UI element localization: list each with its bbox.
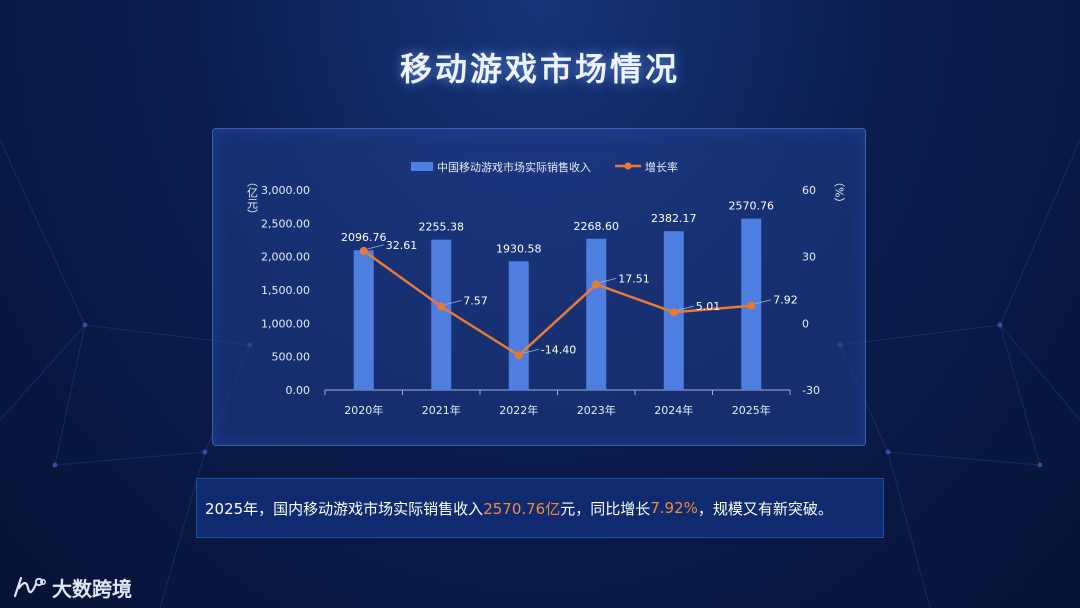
brand-logo: 大数跨境 <box>12 572 132 602</box>
y-left-tick-label: 2,000.00 <box>261 251 310 264</box>
bar-value-label: 2268.60 <box>574 220 620 233</box>
legend: 中国移动游戏市场实际销售收入 增长率 <box>411 160 678 174</box>
growth-rate-point <box>592 280 601 289</box>
y-left-tick-label: 1,000.00 <box>261 317 310 330</box>
y-left-tick-label: 2,500.00 <box>261 217 310 230</box>
summary-revenue-highlight: 2570.76亿 <box>483 499 561 518</box>
point-label-leader <box>677 305 694 311</box>
growth-rate-point <box>437 302 446 311</box>
summary-text: 2025年，国内移动游戏市场实际销售收入 2570.76亿 元，同比增长 7.92%，… <box>196 478 884 538</box>
legend-line-label: 增长率 <box>645 160 678 174</box>
bar-value-label: 2255.38 <box>419 221 465 234</box>
point-label-leader <box>367 244 384 250</box>
y-left-tick-label: 3,000.00 <box>261 184 310 197</box>
y-right-tick-label: 0 <box>802 317 809 330</box>
y-right-tick-label: 60 <box>802 184 816 197</box>
point-label-leader <box>755 299 772 305</box>
y-right-tick-label: -30 <box>802 384 820 397</box>
combo-chart: 中国移动游戏市场实际销售收入 增长率 （亿元） （%） 0.00 500.00 1,… <box>246 160 846 417</box>
point-label-leader <box>600 278 617 283</box>
growth-rate-point <box>514 351 523 360</box>
bar <box>431 239 452 390</box>
y-right-unit-label: （%） <box>833 176 846 208</box>
legend-bar-label: 中国移动游戏市场实际销售收入 <box>437 160 591 174</box>
summary-part1: 2025年，国内移动游戏市场实际销售收入 <box>205 499 484 518</box>
x-tick-label: 2025年 <box>732 403 771 417</box>
summary-part3: ，规模又有新突破。 <box>697 499 833 518</box>
line-value-label: 7.92 <box>773 294 798 307</box>
y-left-unit-label: （亿元） <box>246 176 259 220</box>
y-left-tick-label: 500.00 <box>272 351 311 364</box>
growth-rate-point <box>669 308 678 317</box>
line-value-label: 32.61 <box>386 239 418 252</box>
growth-rate-line <box>363 249 752 357</box>
line-value-label: -14.40 <box>541 343 576 356</box>
line-value-label: 5.01 <box>696 300 721 313</box>
summary-growth-highlight: 7.92% <box>650 499 698 517</box>
point-label-leader <box>522 348 539 354</box>
x-tick-label: 2021年 <box>422 403 461 417</box>
bar-value-label: 2096.76 <box>341 231 387 244</box>
summary-part2: 元，同比增长 <box>560 499 651 518</box>
bar <box>586 238 607 390</box>
brand-name: 大数跨境 <box>52 576 132 601</box>
x-tick-label: 2020年 <box>344 403 383 417</box>
growth-rate-point <box>747 301 756 310</box>
line-value-label: 7.57 <box>463 295 488 308</box>
bar <box>353 250 374 390</box>
line-value-label: 17.51 <box>618 272 650 285</box>
y-right-tick-label: 30 <box>802 251 816 264</box>
x-tick-label: 2024年 <box>654 403 693 417</box>
legend-bar-swatch <box>411 162 433 171</box>
page-title: 移动游戏市场情况 <box>399 50 680 88</box>
legend-line-marker <box>624 162 632 170</box>
point-label-leader <box>445 300 462 305</box>
y-left-tick-label: 1,500.00 <box>261 284 310 297</box>
bar <box>508 261 529 390</box>
bar-value-label: 2570.76 <box>729 200 775 213</box>
growth-rate-point <box>359 246 368 255</box>
x-tick-label: 2022年 <box>499 403 538 417</box>
bar-value-label: 2382.17 <box>651 212 697 225</box>
x-tick-label: 2023年 <box>577 403 616 417</box>
brand-icon <box>13 576 46 598</box>
bar-value-label: 1930.58 <box>496 242 542 255</box>
y-left-tick-label: 0.00 <box>286 384 311 397</box>
